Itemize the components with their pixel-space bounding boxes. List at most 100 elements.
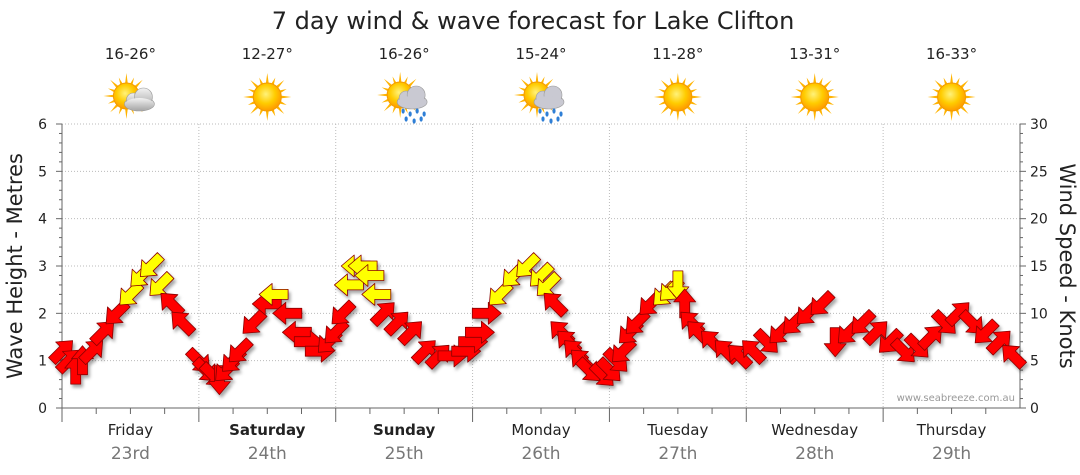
- sun-ray: [685, 105, 695, 114]
- sun-ray: [934, 80, 944, 89]
- wind-arrow: [944, 302, 970, 328]
- wind-arrow: [242, 308, 268, 334]
- sun-ray: [110, 103, 120, 113]
- sun-rays: [243, 73, 292, 121]
- sun-ray: [383, 102, 393, 112]
- sun-ray: [275, 105, 285, 114]
- day-name-label: Saturday: [229, 421, 306, 439]
- partly-cloudy-icon: [103, 73, 155, 119]
- wind-arrow: [464, 320, 495, 344]
- sun-ray: [660, 105, 670, 114]
- rain-drop: [415, 108, 419, 114]
- right-tick-label: 10: [1030, 306, 1048, 322]
- rain-drop: [556, 116, 560, 122]
- sunny-icon: [243, 73, 292, 121]
- wind-arrow: [889, 337, 915, 363]
- sun-ray: [250, 80, 260, 89]
- rain-drop: [408, 111, 412, 117]
- wind-arrow: [529, 261, 555, 287]
- wind-arrow: [543, 292, 569, 318]
- sun-rain-icon: [377, 72, 428, 124]
- rain-drop: [549, 118, 553, 124]
- sun-ray: [275, 80, 285, 89]
- day-temperature: 11-28°: [652, 45, 703, 63]
- sun-ray: [797, 105, 807, 114]
- rain-drop: [419, 116, 423, 122]
- wind-arrow: [78, 340, 104, 366]
- sun-ray: [124, 73, 128, 85]
- sun-ray: [265, 109, 269, 121]
- wind-arrow: [516, 252, 542, 278]
- sun-ray: [377, 93, 389, 97]
- wind-arrow: [974, 318, 1000, 344]
- sunny-icon: [653, 73, 702, 121]
- rain-drop: [412, 118, 416, 124]
- sun-ray: [544, 78, 554, 88]
- day-temperature: 16-26°: [379, 45, 430, 63]
- wind-arrow: [149, 271, 175, 296]
- sun-ray: [243, 95, 255, 99]
- day-temperature: 13-31°: [789, 45, 840, 63]
- wind-arrow: [536, 271, 562, 296]
- sun-ray: [514, 93, 526, 97]
- day-date-label: 23rd: [111, 444, 150, 464]
- sun-ray: [520, 102, 530, 112]
- sun-ray: [964, 95, 976, 99]
- left-tick-label: 0: [38, 401, 47, 417]
- wind-arrow: [471, 301, 502, 325]
- sun-disc: [252, 82, 282, 112]
- sun-ray: [110, 79, 120, 89]
- right-axis-title: Wind Speed - Knots: [1055, 163, 1079, 368]
- sun-disc: [800, 82, 830, 112]
- sun-disc: [663, 82, 693, 112]
- day-date-label: 25th: [385, 444, 424, 464]
- rain-drop: [541, 116, 545, 122]
- wind-arrow: [272, 301, 303, 325]
- left-tick-label: 3: [38, 259, 47, 275]
- cloud-shape: [396, 85, 428, 110]
- right-tick-label: 5: [1030, 354, 1039, 370]
- sun-rain-icon: [514, 72, 565, 124]
- sun-ray: [280, 95, 292, 99]
- left-tick-label: 6: [38, 117, 47, 133]
- sun-ray: [520, 78, 530, 88]
- wind-arrow: [48, 340, 74, 366]
- left-axis-title: Wave Height - Metres: [3, 153, 27, 379]
- day-temperature: 16-26°: [105, 45, 156, 63]
- wind-arrow: [985, 330, 1011, 356]
- sun-ray: [813, 73, 817, 85]
- sun-ray: [690, 95, 702, 99]
- wind-arrow: [862, 321, 888, 347]
- sun-ray: [653, 95, 665, 99]
- day-temperature: 16-33°: [926, 45, 977, 63]
- cloud-shape: [124, 87, 155, 112]
- sun-ray: [676, 73, 680, 85]
- day-name-label: Tuesday: [646, 421, 708, 439]
- sun-ray: [959, 80, 969, 89]
- right-tick-label: 20: [1030, 212, 1048, 228]
- sunny-icon: [927, 73, 976, 121]
- sun-ray: [822, 80, 832, 89]
- wind-arrow: [728, 344, 754, 370]
- sun-ray: [950, 109, 954, 121]
- sun-ray: [398, 106, 402, 118]
- wind-arrow: [171, 311, 197, 337]
- day-name-label: Monday: [511, 421, 570, 439]
- sun-ray: [797, 80, 807, 89]
- wind-arrow: [89, 321, 115, 347]
- sun-ray: [124, 107, 128, 119]
- right-tick-label: 0: [1030, 401, 1039, 417]
- sun-ray: [660, 80, 670, 89]
- wind-arrow: [810, 290, 836, 315]
- sun-ray: [927, 95, 939, 99]
- sun-ray: [822, 105, 832, 114]
- cloud-fill: [125, 98, 154, 110]
- sun-ray: [685, 80, 695, 89]
- rain-drop: [545, 111, 549, 117]
- wind-arrow: [851, 308, 877, 334]
- day-name-label: Thursday: [916, 421, 987, 439]
- wind-arrow: [823, 327, 847, 358]
- chart-title: 7 day wind & wave forecast for Lake Clif…: [272, 7, 795, 35]
- sun-ray: [265, 73, 269, 85]
- sun-disc: [937, 82, 967, 112]
